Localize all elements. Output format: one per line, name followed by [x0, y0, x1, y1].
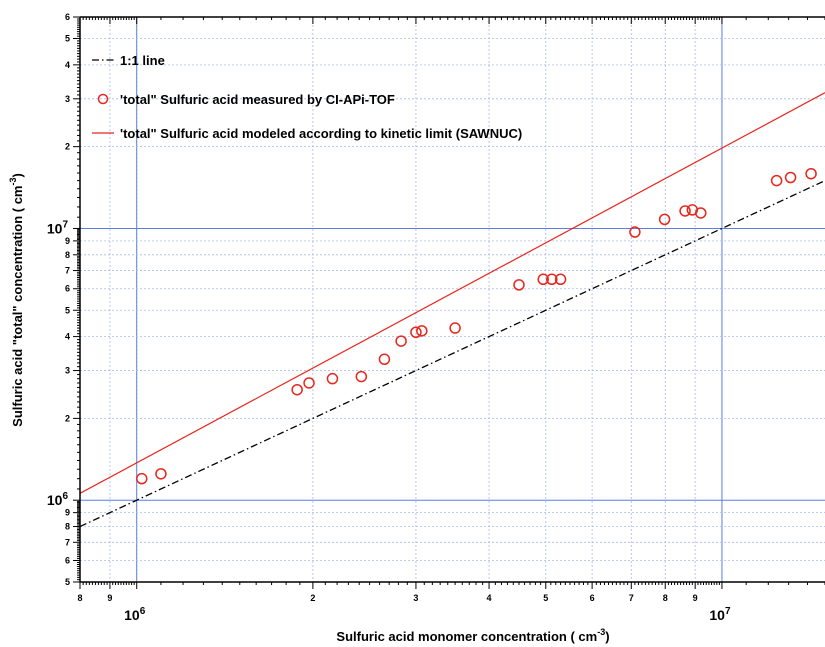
y-tick-label: 5 [65, 305, 70, 315]
x-tick-label: 9 [107, 593, 112, 603]
y-tick-label: 7 [65, 537, 70, 547]
legend: 1:1 line 'total" Sulfuric acid measured b… [92, 53, 522, 141]
measured-point [546, 273, 558, 286]
modeled-line [80, 92, 825, 494]
y-tick-label: 6 [65, 284, 70, 294]
measured-point [378, 353, 391, 366]
measured-point [629, 226, 641, 238]
axes [73, 16, 825, 589]
measured-point [155, 468, 167, 480]
y-tick-label: 9 [65, 508, 70, 518]
legend-label-modeled: 'total" Sulfuric acid modeled according … [120, 126, 522, 141]
y-tick-label: 8 [65, 250, 70, 260]
series-layer [80, 92, 825, 528]
measured-point [449, 322, 461, 334]
x-tick-label: 4 [487, 593, 492, 603]
measured-point [513, 279, 525, 291]
measured-point [658, 213, 671, 226]
measured-point [291, 383, 303, 396]
measured-point [416, 325, 428, 337]
y-tick-label: 7 [65, 266, 70, 276]
grid [80, 16, 825, 583]
y-decade-label: 106 [47, 491, 69, 508]
y-decade-label: 107 [47, 219, 69, 236]
x-decade-label: 107 [709, 606, 731, 623]
measured-point [355, 370, 368, 383]
y-tick-label: 6 [65, 12, 70, 22]
measured-point [303, 377, 315, 389]
measured-point [695, 207, 707, 219]
measured-point [554, 273, 567, 286]
measured-point [537, 273, 549, 286]
measured-point [784, 171, 797, 184]
x-tick-label: 8 [77, 593, 82, 603]
x-tick-label: 9 [693, 593, 698, 603]
legend-swatch-measured [97, 93, 109, 105]
y-tick-label: 6 [65, 555, 70, 565]
y-tick-label: 3 [65, 94, 70, 104]
x-tick-label: 5 [543, 593, 548, 603]
measured-point [395, 335, 407, 347]
y-axis-title: Sulfuric acid "total" concentration ( cm… [8, 173, 25, 427]
legend-label-one-to-one: 1:1 line [120, 53, 165, 68]
measured-point [679, 205, 691, 217]
measured-point [410, 326, 422, 338]
y-tick-label: 3 [65, 366, 70, 376]
measured-point [135, 472, 148, 485]
y-tick-label: 5 [65, 577, 70, 587]
y-tick-label: 8 [65, 522, 70, 532]
x-decade-label: 106 [124, 606, 146, 623]
one-to-one-line [80, 180, 825, 528]
y-tick-label: 4 [65, 60, 70, 70]
x-tick-label: 6 [590, 593, 595, 603]
y-tick-label: 5 [65, 34, 70, 44]
measured-point [770, 174, 783, 187]
x-tick-label: 3 [413, 593, 418, 603]
measured-point [326, 372, 339, 385]
measured-point [805, 167, 817, 180]
x-tick-label: 2 [310, 593, 315, 603]
x-tick-label: 8 [663, 593, 668, 603]
y-tick-label: 2 [65, 413, 70, 423]
y-tick-label: 2 [65, 142, 70, 152]
x-axis-title: Sulfuric acid monomer concentration ( cm… [336, 627, 609, 644]
x-tick-label: 7 [629, 593, 634, 603]
y-tick-label: 4 [65, 332, 70, 342]
legend-label-measured: 'total" Sulfuric acid measured by CI-APi… [120, 92, 395, 107]
y-tick-label: 9 [65, 236, 70, 246]
